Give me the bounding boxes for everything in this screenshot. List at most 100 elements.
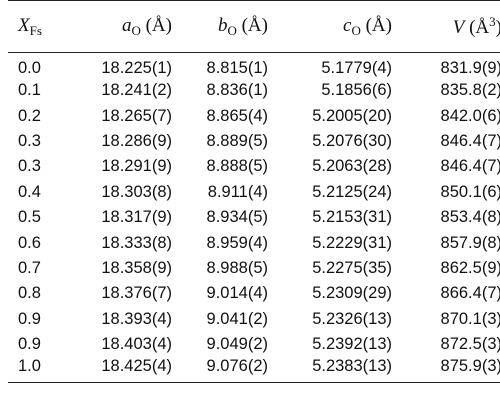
table-header: XFs aO (Å) bO (Å) cO (Å) V (Å3) xyxy=(8,0,500,53)
header-x-fs: XFs xyxy=(8,0,76,53)
header-a-symbol: a xyxy=(121,14,132,36)
header-v-unit: (Å xyxy=(464,17,490,38)
cell-volume: 846.4(7) xyxy=(440,131,500,150)
table-row: 0.3 18.286(9) 8.889(5) 5.2076(30) 846.4(7) xyxy=(8,129,500,154)
header-volume: V (Å3) xyxy=(392,0,500,53)
cell-a-o: 18.303(8) xyxy=(101,182,172,201)
cell-c-o: 5.2392(13) xyxy=(312,335,392,354)
cell-x-fs: 0.7 xyxy=(18,258,41,277)
cell-b-o: 8.888(5) xyxy=(206,157,268,176)
cell-b-o: 8.988(5) xyxy=(206,258,268,277)
cell-a-o: 18.317(9) xyxy=(101,208,172,227)
cell-b-o: 8.959(4) xyxy=(206,233,268,252)
header-a-unit: (Å) xyxy=(140,14,172,36)
cell-b-o: 8.889(5) xyxy=(206,131,268,150)
cell-b-o: 9.076(2) xyxy=(172,357,268,384)
table-row: 0.0 18.225(1) 8.815(1) 5.1779(4) 831.9(9) xyxy=(8,53,500,79)
cell-a-o: 18.333(8) xyxy=(101,233,172,252)
cell-volume: 846.4(7) xyxy=(440,157,500,176)
cell-volume: 842.0(6) xyxy=(440,106,500,125)
cell-c-o: 5.2005(20) xyxy=(312,106,392,125)
header-v-close-paren: ) xyxy=(496,17,500,38)
cell-a-o: 18.403(4) xyxy=(101,335,172,354)
cell-a-o: 18.225(1) xyxy=(101,59,172,77)
cell-x-fs: 0.0 xyxy=(18,59,41,77)
header-x-subscript: Fs xyxy=(29,22,42,38)
lattice-parameter-table: XFs aO (Å) bO (Å) cO (Å) V (Å3) 0.018.22… xyxy=(8,0,500,384)
cell-c-o: 5.2063(28) xyxy=(312,157,392,176)
cell-b-o: 8.934(5) xyxy=(206,208,268,227)
header-c-symbol: c xyxy=(343,14,352,36)
cell-x-fs: 1.0 xyxy=(8,357,76,384)
table-row: 0.3 18.291(9) 8.888(5) 5.2063(28) 846.4(7) xyxy=(8,154,500,179)
cell-b-o: 9.014(4) xyxy=(206,284,268,303)
cell-c-o: 5.1779(4) xyxy=(321,59,392,77)
cell-x-fs: 0.3 xyxy=(18,157,41,176)
cell-c-o: 5.2076(30) xyxy=(312,131,392,150)
table-row: 0.4 18.303(8) 8.911(4) 5.2125(24) 850.1(6) xyxy=(8,180,500,205)
cell-c-o: 5.2229(31) xyxy=(312,233,392,252)
table-row: 0.7 18.358(9) 8.988(5) 5.2275(35) 862.5(9) xyxy=(8,256,500,281)
cell-a-o: 18.265(7) xyxy=(101,106,172,125)
table-row: 0.1 18.241(2) 8.836(1) 5.1856(6) 835.8(2) xyxy=(8,78,500,103)
cell-c-o: 5.2125(24) xyxy=(312,182,392,201)
header-b-o: bO (Å) xyxy=(172,0,268,53)
header-v-superscript: 3 xyxy=(489,14,496,29)
table-row: 0.6 18.333(8) 8.959(4) 5.2229(31) 857.9(8) xyxy=(8,230,500,255)
header-b-subscript: O xyxy=(227,22,237,38)
cell-b-o: 9.041(2) xyxy=(206,309,268,328)
cell-volume: 850.1(6) xyxy=(440,182,500,201)
cell-volume: 866.4(7) xyxy=(440,284,500,303)
header-a-subscript: O xyxy=(131,22,141,38)
cell-volume: 862.5(9) xyxy=(440,258,500,277)
cell-b-o: 8.836(1) xyxy=(206,81,268,100)
cell-volume: 870.1(3) xyxy=(440,309,500,328)
table-row: 1.0 18.425(4) 9.076(2) 5.2383(13) 875.9(3) xyxy=(8,357,500,384)
table-row: 0.9 18.403(4) 9.049(2) 5.2392(13) 872.5(3) xyxy=(8,332,500,357)
cell-c-o: 5.2275(35) xyxy=(312,258,392,277)
header-b-unit: (Å) xyxy=(236,14,268,36)
table-row: 0.8 18.376(7) 9.014(4) 5.2309(29) 866.4(7) xyxy=(8,281,500,306)
cell-x-fs: 0.4 xyxy=(18,182,41,201)
cell-c-o: 5.2326(13) xyxy=(312,309,392,328)
cell-b-o: 8.865(4) xyxy=(206,106,268,125)
cell-b-o: 8.815(1) xyxy=(206,59,268,77)
table-row: 0.5 18.317(9) 8.934(5) 5.2153(31) 853.4(8) xyxy=(8,205,500,230)
cell-a-o: 18.286(9) xyxy=(101,131,172,150)
cell-c-o: 5.2383(13) xyxy=(268,357,392,384)
cell-volume: 831.9(9) xyxy=(440,59,500,77)
cell-a-o: 18.376(7) xyxy=(101,284,172,303)
table-body: 0.0 18.225(1) 8.815(1) 5.1779(4) 831.9(9) 0.1… xyxy=(8,53,500,384)
cell-x-fs: 0.3 xyxy=(18,131,41,150)
cell-a-o: 18.241(2) xyxy=(101,81,172,100)
table-row: 0.9 18.393(4) 9.041(2) 5.2326(13) 870.1(3) xyxy=(8,307,500,332)
header-a-o: aO (Å) xyxy=(76,0,172,53)
cell-x-fs: 0.6 xyxy=(18,233,41,252)
cell-a-o: 18.425(4) xyxy=(76,357,172,384)
header-c-subscript: O xyxy=(351,22,361,38)
cell-x-fs: 0.8 xyxy=(18,284,41,303)
cell-x-fs: 0.1 xyxy=(18,81,41,100)
cell-a-o: 18.358(9) xyxy=(101,258,172,277)
cell-b-o: 9.049(2) xyxy=(206,335,268,354)
table-row: 0.2 18.265(7) 8.865(4) 5.2005(20) 842.0(6) xyxy=(8,103,500,128)
cell-c-o: 5.2309(29) xyxy=(312,284,392,303)
cell-volume: 857.9(8) xyxy=(440,233,500,252)
cell-x-fs: 0.9 xyxy=(18,335,41,354)
cell-volume: 875.9(3) xyxy=(392,357,500,384)
cell-volume: 872.5(3) xyxy=(440,335,500,354)
header-b-symbol: b xyxy=(217,14,228,36)
header-c-unit: (Å) xyxy=(360,14,392,36)
cell-c-o: 5.2153(31) xyxy=(312,208,392,227)
header-row: XFs aO (Å) bO (Å) cO (Å) V (Å3) xyxy=(8,0,500,53)
lattice-parameter-table-container: XFs aO (Å) bO (Å) cO (Å) V (Å3) 0.018.22… xyxy=(8,0,500,384)
cell-x-fs: 0.2 xyxy=(18,106,41,125)
header-c-o: cO (Å) xyxy=(268,0,392,53)
cell-x-fs: 0.9 xyxy=(18,309,41,328)
cell-x-fs: 0.5 xyxy=(18,208,41,227)
header-v-symbol: V xyxy=(452,17,465,38)
header-x-symbol: X xyxy=(18,14,30,36)
cell-c-o: 5.1856(6) xyxy=(321,81,392,100)
cell-volume: 835.8(2) xyxy=(440,81,500,100)
cell-a-o: 18.393(4) xyxy=(101,309,172,328)
